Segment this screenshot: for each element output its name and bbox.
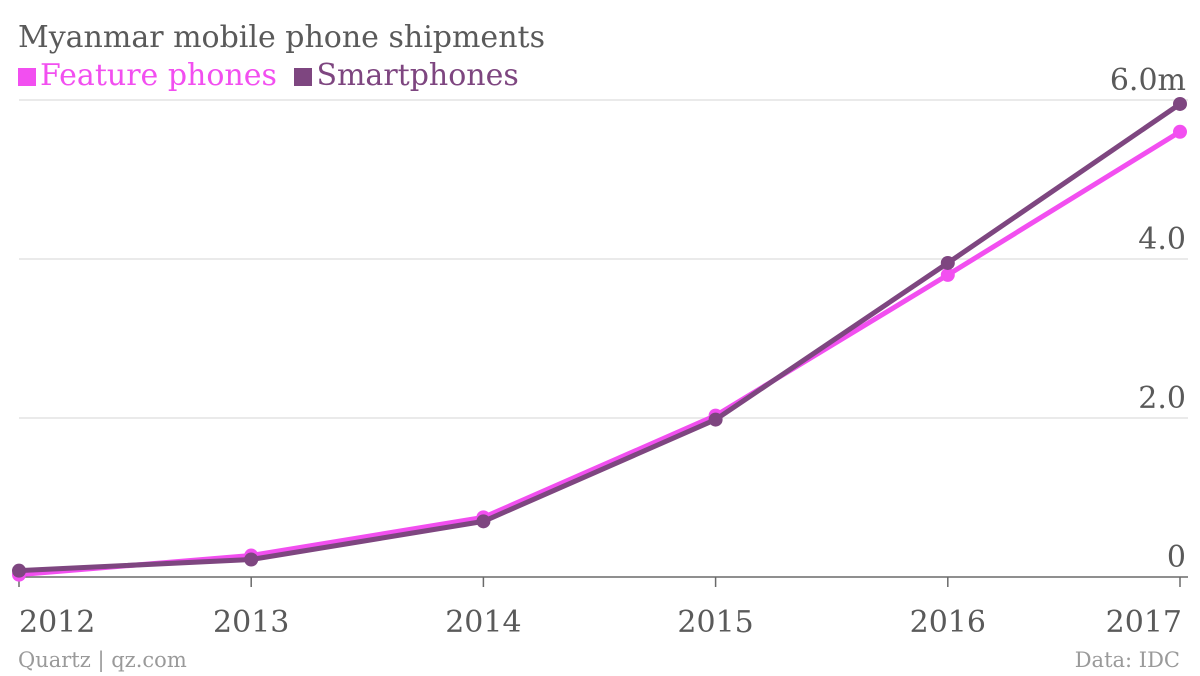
legend-swatch-smartphones — [294, 68, 313, 86]
legend-item-smartphones: Smartphones — [294, 58, 519, 93]
y-tick-label: 4.0 — [1138, 222, 1186, 257]
data-point-feature-phones — [940, 267, 955, 282]
data-point-feature-phones — [1173, 124, 1187, 139]
source-credit: Quartz | qz.com — [18, 648, 187, 672]
x-tick-label: 2014 — [445, 605, 521, 640]
y-tick-label: 2.0 — [1138, 381, 1186, 416]
legend-label-feature-phones: Feature phones — [40, 58, 277, 93]
x-tick-label: 2012 — [19, 605, 95, 640]
legend-swatch-feature-phones — [18, 68, 36, 86]
data-point-smartphones — [940, 255, 955, 270]
x-tick-label: 2016 — [910, 605, 986, 640]
y-tick-label: 6.0m — [1110, 63, 1186, 98]
x-tick-label: 2015 — [677, 605, 753, 640]
y-tick-label: 0 — [1167, 540, 1186, 575]
x-tick-label: 2017 — [1106, 605, 1182, 640]
data-point-smartphones — [1173, 96, 1187, 111]
series-line-smartphones — [16, 101, 1183, 574]
chart-title: Myanmar mobile phone shipments — [18, 20, 545, 55]
data-source: Data: IDC — [1074, 648, 1180, 672]
legend-item-feature-phones: Feature phones — [18, 58, 277, 93]
series-line-feature-phones — [16, 129, 1183, 578]
x-tick-label: 2013 — [213, 605, 289, 640]
data-point-smartphones — [708, 412, 723, 427]
chart-legend: Feature phones Smartphones — [18, 58, 527, 93]
data-point-smartphones — [244, 552, 259, 567]
data-point-smartphones — [12, 563, 26, 578]
legend-label-smartphones: Smartphones — [316, 58, 519, 93]
data-point-smartphones — [476, 514, 491, 529]
